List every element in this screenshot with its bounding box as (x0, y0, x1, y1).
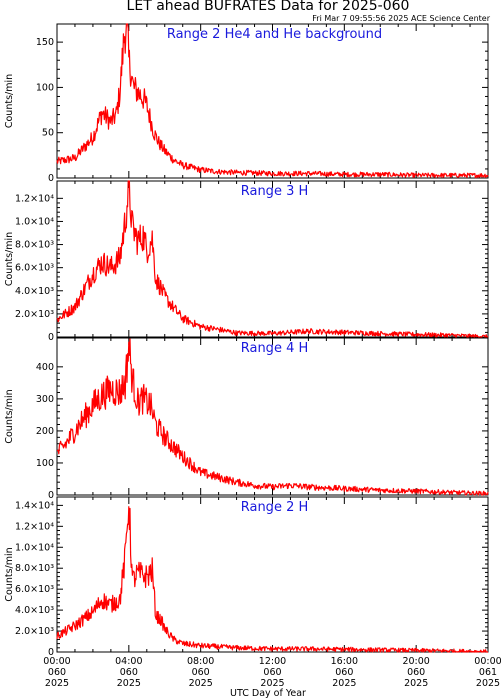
y-tick-label: 1.2×10⁴ (15, 193, 54, 204)
x-tick-label: 2025 (260, 678, 284, 689)
y-tick-label: 1.0×10⁴ (15, 542, 54, 553)
y-tick-label: 1.4×10⁴ (15, 500, 54, 511)
x-tick-label: 2025 (45, 678, 69, 689)
y-tick-label: 100 (36, 82, 54, 93)
data-series-line (56, 338, 489, 496)
panel-range-2-he4: 0 50 100 150 Counts/min Range 2 He4 and He ba… (4, 23, 489, 184)
x-tick-label: 2025 (189, 678, 213, 689)
plot-frame (56, 180, 489, 338)
panel-title: Range 4 H (241, 341, 309, 356)
y-axis-label: Counts/min (4, 74, 15, 128)
panel-range-2-h: 0 2.0×10³ 4.0×10³ 6.0×10³ 8.0×10³ 1.0×10⁴ 1.2×… (4, 496, 501, 689)
plot-frame (56, 337, 489, 496)
x-tick-label: 20:00 (402, 656, 429, 667)
x-tick-label: 08:00 (187, 656, 214, 667)
data-series-line (56, 180, 489, 338)
x-tick-label: 060 (120, 667, 138, 678)
panel-range-3-h: 0 2.0×10³ 4.0×10³ 6.0×10³ 8.0×10³ 1.0×10⁴ 1.2×… (4, 180, 489, 343)
x-tick-label: 04:00 (115, 656, 142, 667)
x-tick-label: 061 (479, 667, 497, 678)
x-tick-label: 16:00 (331, 656, 358, 667)
plot-frame (56, 23, 489, 179)
y-tick-label: 2.0×10³ (15, 309, 54, 320)
y-tick-label: 0 (48, 647, 54, 658)
x-tick-label: 2025 (404, 678, 428, 689)
panel-title: Range 2 H (241, 500, 309, 515)
y-tick-label: 8.0×10³ (15, 563, 54, 574)
y-tick-label: 50 (42, 128, 54, 139)
x-tick-label: 060 (263, 667, 281, 678)
y-tick-label: 1.0×10⁴ (15, 216, 54, 227)
x-tick-label: 2025 (332, 678, 356, 689)
y-tick-label: 0 (48, 490, 54, 501)
y-tick-label: 300 (36, 394, 54, 405)
y-tick-label: 8.0×10³ (15, 240, 54, 251)
data-series-line (56, 23, 489, 179)
x-tick-label: 2025 (117, 678, 141, 689)
panel-range-4-h: 0 100 200 300 400 Counts/min Range 4 H (4, 337, 489, 501)
y-tick-label: 4.0×10³ (15, 605, 54, 616)
x-tick-label: 060 (407, 667, 425, 678)
x-tick-label: 00:00 (474, 656, 501, 667)
timestamp: Fri Mar 7 09:55:56 2025 ACE Science Cent… (312, 14, 490, 23)
y-tick-label: 100 (36, 458, 54, 469)
x-tick-label: 12:00 (259, 656, 286, 667)
y-tick-label: 400 (36, 362, 54, 373)
y-tick-label: 0 (48, 173, 54, 184)
x-tick-label: 060 (48, 667, 66, 678)
data-series-line (56, 506, 488, 653)
y-tick-label: 200 (36, 426, 54, 437)
y-tick-label: 1.2×10⁴ (15, 521, 54, 532)
panel-title: Range 2 He4 and He background (167, 27, 382, 42)
panel-title: Range 3 H (241, 184, 309, 199)
x-tick-label: 2025 (476, 678, 500, 689)
y-tick-label: 6.0×10³ (15, 263, 54, 274)
y-axis-label: Counts/min (4, 232, 15, 286)
y-axis-label: Counts/min (4, 389, 15, 443)
x-axis-label: UTC Day of Year (230, 688, 306, 699)
y-tick-label: 2.0×10³ (15, 626, 54, 637)
figure-title: LET ahead BUFRATES Data for 2025-060 (127, 0, 410, 14)
x-tick-label: 00:00 (43, 656, 70, 667)
y-tick-label: 150 (36, 37, 54, 48)
y-axis-label: Counts/min (4, 547, 15, 601)
y-tick-label: 0 (48, 332, 54, 343)
y-tick-label: 6.0×10³ (15, 584, 54, 595)
x-tick-label: 060 (335, 667, 353, 678)
y-tick-label: 4.0×10³ (15, 286, 54, 297)
x-tick-label: 060 (192, 667, 210, 678)
